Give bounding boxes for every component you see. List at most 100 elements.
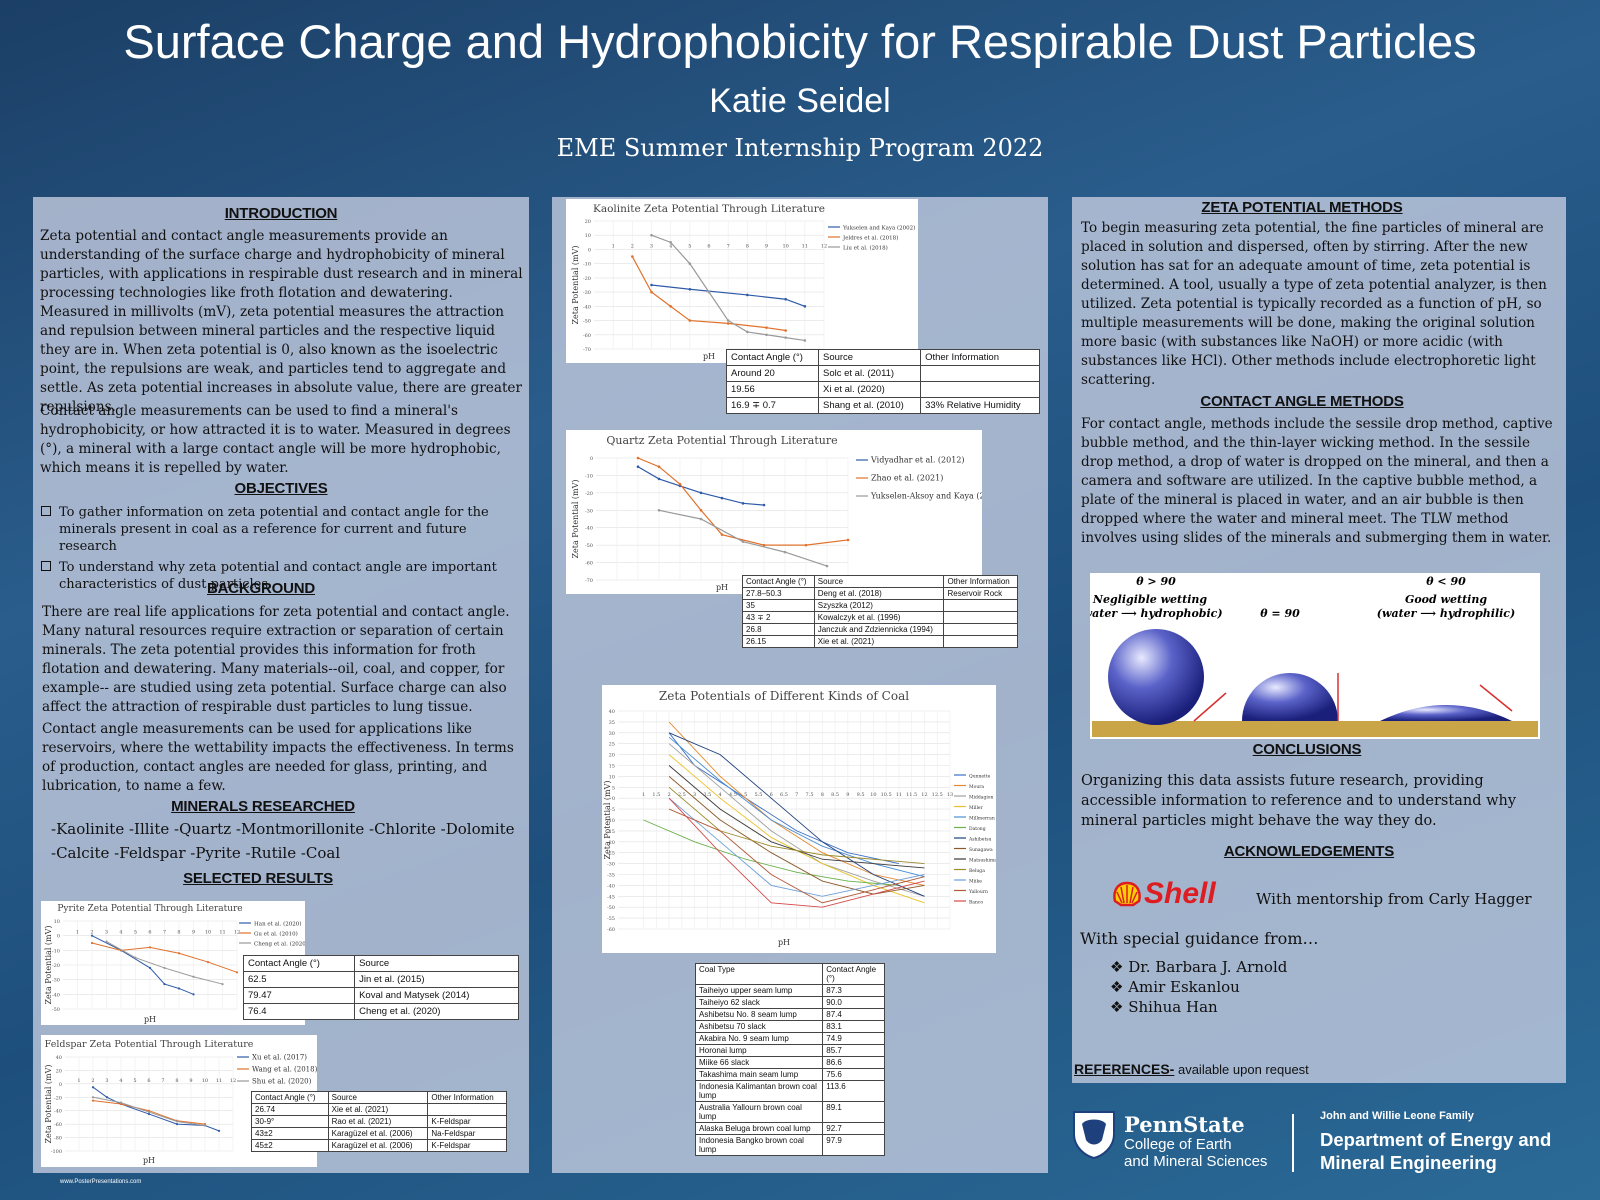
x-tick-label: 10 (202, 1078, 208, 1084)
x-tick-label: 11.5 (906, 792, 917, 798)
neutral-droplet (1242, 673, 1338, 721)
y-tick-label: -30 (585, 508, 593, 514)
y-tick-label: -40 (585, 526, 593, 532)
diamond-bullet-icon: ❖ (1110, 978, 1129, 996)
y-tick-label: 0 (59, 1082, 62, 1088)
hydrophobic-tangent-line (1193, 692, 1227, 722)
x-tick-label: 7 (161, 1078, 164, 1084)
legend-label: Miller (969, 805, 984, 811)
data-point (746, 293, 749, 297)
selected-results-heading: SELECTED RESULTS (183, 870, 333, 887)
legend-label: Xu et al. (2017) (252, 1054, 307, 1062)
data-point (762, 503, 766, 507)
minerals-list: -Kaolinite -Illite -Quartz -Montmorillon… (51, 820, 515, 862)
y-tick-label: 0 (612, 796, 615, 802)
data-point (784, 329, 787, 332)
right-angle-label: θ = 90 (1260, 607, 1300, 620)
good-wetting-label: Good wetting (1405, 593, 1487, 606)
x-tick-label: 4 (119, 1078, 122, 1084)
chart-title: Kaolinite Zeta Potential Through Literat… (593, 203, 825, 215)
background-paragraph-1: There are real life applications for zet… (42, 604, 510, 715)
data-point (192, 993, 195, 996)
data-point (631, 255, 634, 258)
data-point (726, 322, 730, 325)
y-tick-label: -60 (607, 927, 615, 933)
data-point (688, 319, 692, 322)
table-row: 26.15 Xie et al. (2021) (742, 635, 1018, 648)
legend-label: Jeldres et al. (2018) (842, 235, 898, 242)
table-row: Ashibetsu 70 slack 83.1 (694, 1020, 885, 1033)
middle-panel: Kaolinite Zeta Potential Through Literat… (552, 197, 1048, 1173)
data-point (741, 502, 745, 505)
negligible-wetting-label: Negligible wetting (1092, 593, 1207, 606)
quartz-chart-svg: Quartz Zeta Potential Through Literature… (571, 434, 1003, 592)
table-row: 43±2 Karagüzel et al. (2006) Na-Feldspar (251, 1127, 507, 1140)
x-tick-label: 3 (693, 792, 696, 798)
y-tick-label: 40 (56, 1055, 62, 1061)
data-point (678, 482, 682, 486)
data-point (846, 538, 850, 542)
y-tick-label: -15 (607, 829, 615, 835)
data-point (720, 533, 724, 536)
x-tick-label: 5 (133, 1078, 136, 1084)
left-panel: INTRODUCTION Zeta potential and contact … (33, 197, 529, 1185)
background-paragraph-2: Contact angle measurements can be used f… (42, 721, 514, 794)
x-tick-label: 12 (234, 930, 240, 936)
x-tick-label: 7 (727, 243, 730, 249)
data-point (203, 1124, 207, 1127)
series-line (668, 808, 925, 904)
x-tick-label: 8 (177, 930, 180, 936)
data-point (746, 330, 749, 334)
data-point (650, 290, 653, 294)
x-tick-label: 1 (642, 792, 645, 798)
x-tick-label: 1.5 (652, 792, 660, 798)
data-point (804, 543, 808, 547)
legend-label: Cheng et al. (2020) (254, 941, 305, 948)
data-point (119, 1101, 123, 1104)
zeta-methods-text: To begin measuring zeta potential, the f… (1081, 220, 1547, 388)
objectives-list: To gather information on zeta potential … (39, 504, 519, 597)
legend-label: Sunagawa (969, 847, 993, 853)
series-line (91, 935, 194, 995)
table-row: Takashima main seam lump 75.6 (694, 1068, 885, 1081)
x-tick-label: 13 (947, 792, 953, 798)
data-point (91, 1099, 95, 1102)
y-tick-label: 35 (609, 720, 615, 726)
posterpresentations-credit: www.PosterPresentations.com (60, 1179, 142, 1185)
y-tick-label: 10 (585, 233, 591, 239)
x-tick-label: 6 (148, 930, 151, 936)
y-tick-label: -45 (607, 894, 615, 900)
x-tick-label: 1 (77, 1078, 80, 1084)
x-tick-label: 5 (688, 243, 691, 249)
feldspar-table: Contact Angle (°) Source Other Information… (251, 1091, 507, 1152)
data-point (699, 491, 703, 495)
diamond-bullet-icon: ❖ (1110, 958, 1129, 976)
y-tick-label: -10 (585, 473, 593, 479)
x-tick-label: 11 (896, 792, 902, 798)
y-tick-label: -30 (52, 978, 60, 984)
x-tick-label: 3 (105, 930, 108, 936)
x-tick-label: 5 (134, 930, 137, 936)
y-tick-label: -25 (607, 851, 615, 857)
series-line (668, 732, 900, 865)
x-tick-label: 9 (846, 792, 849, 798)
data-point (636, 456, 640, 460)
shell-wordmark: Shell (1144, 877, 1216, 910)
hydrophilic-tangent-line (1479, 684, 1513, 712)
table-row: Around 20 Solc et al. (2011) (726, 365, 1040, 382)
data-point (148, 946, 152, 949)
table-row: 62.5 Jin et al. (2015) (242, 971, 519, 988)
legend-label: Millmerran (969, 816, 995, 822)
data-point (175, 1123, 179, 1126)
y-tick-label: -60 (585, 561, 593, 567)
data-point (147, 1112, 151, 1116)
table-row: Miike 66 slack 86.6 (694, 1056, 885, 1069)
table-row: Taiheiyo 62 slack 90.0 (694, 996, 885, 1009)
references-note: REFERENCES- available upon request (1074, 1061, 1309, 1077)
data-point (163, 966, 166, 970)
series-line (668, 786, 925, 865)
data-point (147, 1110, 151, 1114)
y-tick-label: 5 (612, 785, 615, 791)
y-tick-label: -40 (52, 992, 60, 998)
conclusions-heading: CONCLUSIONS (1252, 741, 1362, 758)
